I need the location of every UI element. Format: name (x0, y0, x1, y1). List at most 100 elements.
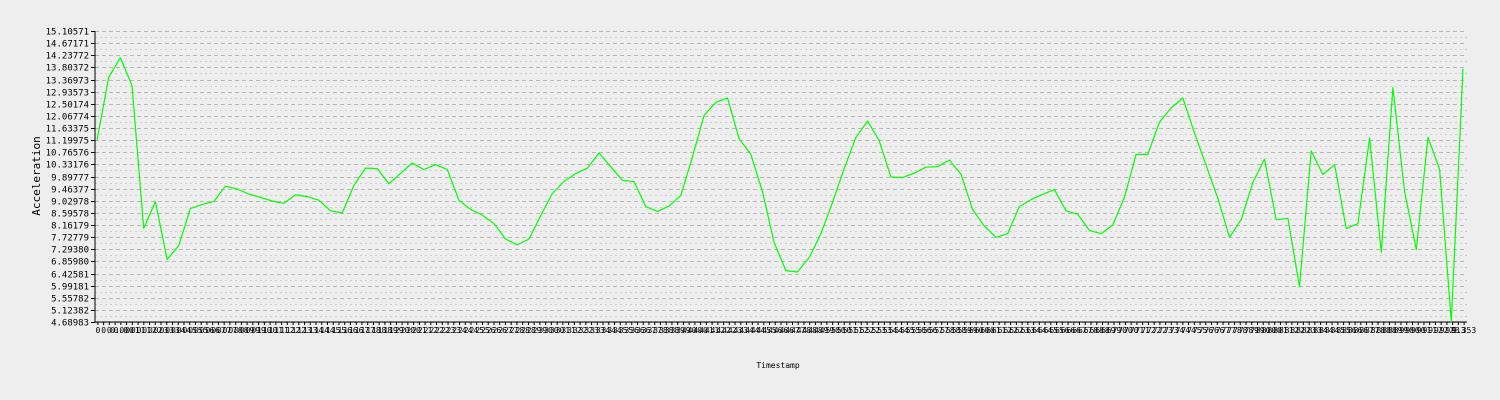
y-tick-label: 9.89777 (51, 174, 89, 184)
y-tick-label: 7.72779 (51, 234, 89, 244)
x-tick-label: 6.9 (1101, 326, 1116, 335)
x-tick-label: 8.6 (1342, 326, 1357, 335)
x-tick-label: 5.0 (837, 326, 852, 335)
x-tick-label: 4.6 (780, 326, 795, 335)
x-tick-label: 8.5 (1331, 326, 1346, 335)
x-tick-label: 4.5 (762, 326, 777, 335)
x-tick-label: 3.8 (659, 326, 674, 335)
x-tick-label: 4.4 (751, 326, 766, 335)
x-tick-label: 1.6 (349, 326, 364, 335)
x-tick-label: 8.4 (1325, 326, 1340, 335)
x-axis-ticks: 0 0 00.0.00.00.10.10.10.20.20.30.30.30.40.… (95, 322, 1476, 335)
x-tick-label: 1.1 (274, 326, 289, 335)
x-tick-label: 7.0 (1124, 326, 1139, 335)
x-tick-label: 2.1 (418, 326, 433, 335)
x-tick-label: 1.2 (286, 326, 301, 335)
x-tick-label: 4.0 (682, 326, 697, 335)
x-tick-label: 6.3 (1015, 326, 1030, 335)
x-tick-label: 3.4 (602, 326, 617, 335)
x-tick-label: 1.8 (366, 326, 381, 335)
x-tick-label: 7.7 (1222, 326, 1237, 335)
x-tick-label: 0.9 (251, 326, 266, 335)
x-tick-label: 0.8 (228, 326, 243, 335)
x-tick-label: 9.2 (1440, 326, 1455, 335)
x-tick-label: 4.0 (688, 326, 703, 335)
x-tick-label: 3.7 (647, 326, 662, 335)
x-tick-label: 3.1 (561, 326, 576, 335)
x-tick-label: 8.4 (1319, 326, 1334, 335)
x-tick-label: 7.5 (1193, 326, 1208, 335)
y-tick-label: 13.36973 (46, 77, 89, 87)
x-tick-label: 2.6 (487, 326, 502, 335)
x-tick-label: 1.8 (378, 326, 393, 335)
x-tick-label: 5.1 (848, 326, 863, 335)
x-tick-label: 8.9 (1394, 326, 1409, 335)
x-tick-label: 2.0 (406, 326, 421, 335)
x-tick-label: 7.0 (1118, 326, 1133, 335)
x-tick-label: 0.8 (234, 326, 249, 335)
x-tick-label: 3.6 (625, 326, 640, 335)
x-tick-label: 7.4 (1181, 326, 1196, 335)
x-tick-label: 4.4 (739, 326, 754, 335)
x-tick-label: 3.0 (550, 326, 565, 335)
x-tick-label: 2.7 (504, 326, 519, 335)
x-tick-label: 3.8 (665, 326, 680, 335)
acceleration-series-line (96, 57, 1464, 323)
x-tick-label: 7.4 (1170, 326, 1185, 335)
x-tick-label: 6.4 (1026, 326, 1041, 335)
y-tick-label: 5.12382 (51, 307, 89, 317)
x-tick-label: 5.9 (957, 326, 972, 335)
y-tick-label: 14.23772 (46, 52, 89, 62)
x-tick-label: 2.1 (412, 326, 427, 335)
series-layer (96, 57, 1464, 323)
x-tick-label: 5.7 (929, 326, 944, 335)
x-tick-label: 4.8 (808, 326, 823, 335)
y-axis-label: Acceleration (30, 136, 43, 215)
x-tick-label: 0.3 (154, 326, 169, 335)
x-tick-label: 1.9 (389, 326, 404, 335)
x-tick-label: 0.5 (188, 326, 203, 335)
x-tick-label: 4.2 (722, 326, 737, 335)
x-tick-label: 0.6 (200, 326, 215, 335)
x-tick-label: 8.2 (1290, 326, 1305, 335)
x-tick-label: 1.7 (360, 326, 375, 335)
x-tick-label: 5.5 (900, 326, 915, 335)
x-tick-label: 5.2 (860, 326, 875, 335)
x-tick-label: 3.2 (573, 326, 588, 335)
x-tick-label: 8.2 (1285, 326, 1300, 335)
x-tick-label: 6.0 (980, 326, 995, 335)
x-tick-label: 8.8 (1377, 326, 1392, 335)
x-tick-label: 6.6 (1055, 326, 1070, 335)
x-tick-label: 4.2 (711, 326, 726, 335)
y-tick-label: 6.42581 (51, 271, 89, 281)
x-tick-label: 7.8 (1227, 326, 1242, 335)
x-tick-label: 0.4 (171, 326, 186, 335)
y-tick-label: 14.67171 (46, 40, 89, 50)
x-tick-label: 4.6 (768, 326, 783, 335)
x-tick-label: 4.0 (693, 326, 708, 335)
x-tick-label: 2.5 (470, 326, 485, 335)
x-tick-label: 2.0 (395, 326, 410, 335)
x-tick-label: 0.0 (119, 326, 134, 335)
x-tick-label: 5.0 (825, 326, 840, 335)
x-tick-label: 9.0 (1405, 326, 1420, 335)
x-tick-label: 0.7 (211, 326, 226, 335)
x-tick-label: 7.8 (1239, 326, 1254, 335)
x-tick-label: 4.4 (745, 326, 760, 335)
x-tick-label: 9.353 (1452, 326, 1476, 335)
x-tick-label: 1.2 (280, 326, 295, 335)
x-tick-label: 2.9 (533, 326, 548, 335)
x-tick-label: 0. (110, 326, 120, 335)
y-tick-label: 9.46377 (51, 186, 89, 196)
x-tick-label: 9.3 (1445, 326, 1460, 335)
x-tick-label: 1.7 (355, 326, 370, 335)
x-tick-label: 9.3 (1451, 326, 1466, 335)
y-tick-label: 11.63375 (46, 125, 89, 135)
x-tick-label: 4.8 (797, 326, 812, 335)
x-tick-label: 5.6 (912, 326, 927, 335)
x-tick-label: 1.8 (372, 326, 387, 335)
x-tick-label: 9.2 (1434, 326, 1449, 335)
x-tick-label: 6.9 (1107, 326, 1122, 335)
x-tick-label: 6.8 (1084, 326, 1099, 335)
x-tick-label: 9.1 (1417, 326, 1432, 335)
